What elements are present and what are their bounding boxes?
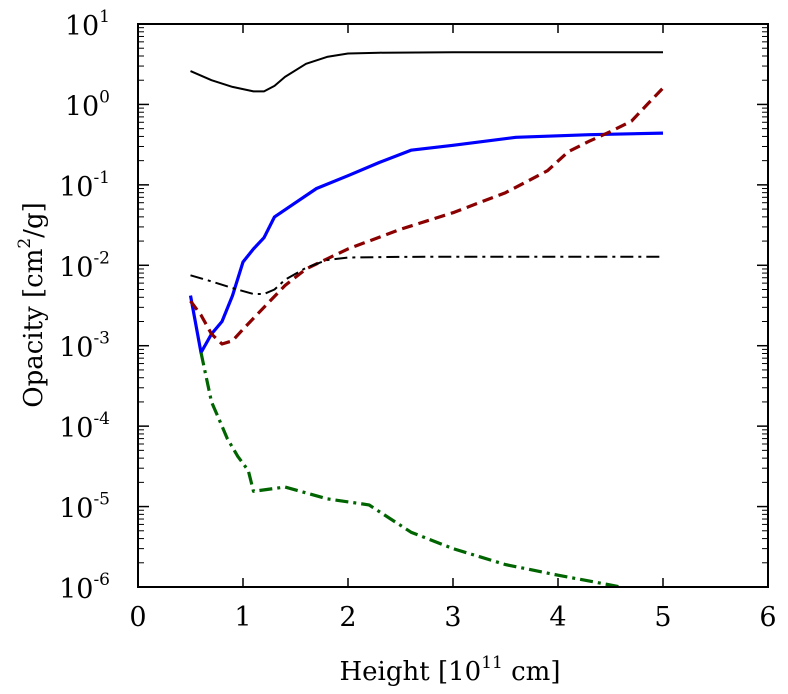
tick-layer [137,23,769,588]
y-tick-exponent: 0 [99,87,110,107]
x-tick-label: 3 [444,602,461,633]
y-tick-label: 10-6 [59,570,110,605]
y-tick-base: 10 [59,333,93,364]
x-tick-label: 1 [234,602,251,633]
series-line-4 [190,255,663,295]
y-tick-exponent: 1 [99,7,110,27]
y-tick-base: 10 [59,252,93,283]
y-tick-exponent: -6 [93,570,110,590]
x-tick-label: 6 [759,602,776,633]
y-tick-label: 10-3 [59,329,110,364]
y-tick-label: 101 [65,7,110,42]
x-tick-label: 0 [129,602,146,633]
x-axis-title: Height [1011 cm] [340,653,561,687]
y-tick-label: 10-2 [59,248,110,283]
y-tick-base: 10 [65,91,99,122]
y-tick-exponent: -1 [93,168,110,188]
series-line-5 [199,352,622,587]
series-line-2 [188,131,664,355]
y-tick-label: 10-5 [59,490,110,525]
y-tick-base: 10 [59,413,93,444]
y-tick-exponent: -5 [93,490,110,510]
series-line-3 [189,86,665,346]
y-tick-exponent: -2 [93,248,110,268]
y-tick-exponent: -3 [93,329,110,349]
x-tick-label: 2 [339,602,356,633]
y-tick-label: 100 [65,87,110,122]
x-tick-label: 5 [654,602,671,633]
y-tick-base: 10 [65,11,99,42]
y-tick-base: 10 [59,172,93,203]
y-tick-label: 10-4 [59,409,110,444]
y-tick-base: 10 [59,574,93,605]
y-axis-title: Opacity [cm2/g] [15,202,49,407]
y-tick-base: 10 [59,494,93,525]
plot-frame [137,23,769,588]
y-tick-label: 10-1 [59,168,110,203]
x-tick-label: 4 [549,602,566,633]
series-line-1 [190,51,663,93]
y-tick-exponent: -4 [93,409,110,429]
series-layer [188,51,665,587]
